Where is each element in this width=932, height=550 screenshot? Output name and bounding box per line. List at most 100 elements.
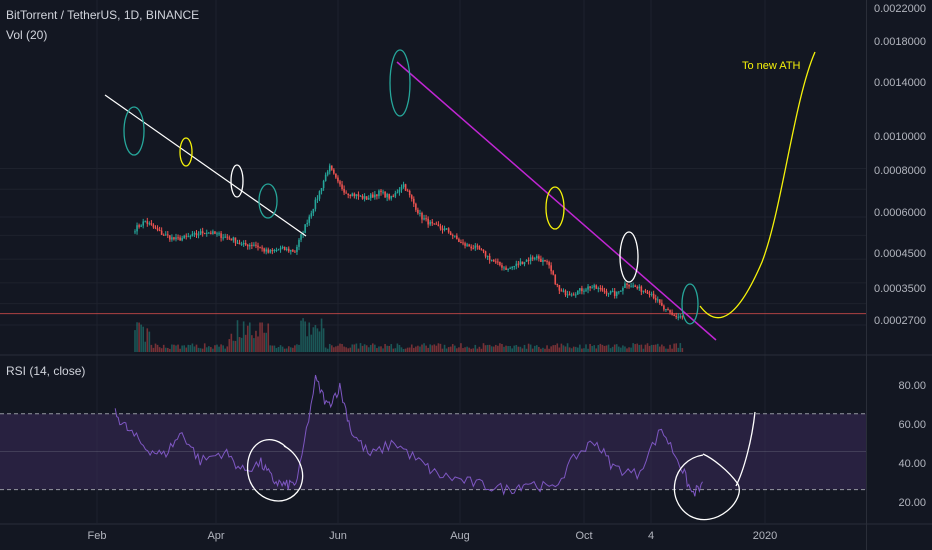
candle-body xyxy=(372,194,374,198)
volume-bar xyxy=(556,343,559,352)
candle-body xyxy=(195,233,198,236)
hand-drawn-circle xyxy=(230,164,244,198)
volume-bar xyxy=(238,337,241,352)
candle-body xyxy=(306,222,308,225)
candle-body xyxy=(353,193,356,197)
volume-bar xyxy=(656,343,659,352)
volume-bar xyxy=(626,348,628,352)
candle-body xyxy=(388,194,390,199)
ath-projection-curve xyxy=(699,51,816,319)
candle-body xyxy=(478,246,481,250)
volume-bar xyxy=(671,348,673,352)
hand-drawn-circle xyxy=(545,186,565,230)
candle-body xyxy=(298,239,300,247)
volume-bar xyxy=(230,333,233,352)
volume-bar xyxy=(607,344,610,352)
volume-bar xyxy=(609,348,612,352)
volume-bar xyxy=(427,347,429,352)
rsi-label: RSI (14, close) xyxy=(6,364,86,378)
candle-body xyxy=(599,288,602,290)
volume-bar xyxy=(554,345,557,352)
volume-bar xyxy=(173,344,175,352)
candle-body xyxy=(433,223,436,225)
candle-body xyxy=(408,190,411,196)
volume-bar xyxy=(380,346,382,352)
candle-body xyxy=(519,261,522,265)
candle-body xyxy=(650,293,653,295)
candle-body xyxy=(472,248,475,250)
volume-bar xyxy=(568,347,571,352)
candle-body xyxy=(142,221,144,226)
volume-bar xyxy=(511,348,513,352)
candle-body xyxy=(398,189,401,193)
volume-bar xyxy=(597,345,600,352)
candle-body xyxy=(363,196,366,199)
candle-body xyxy=(253,244,255,246)
candle-body xyxy=(536,256,538,259)
candle-body xyxy=(490,260,493,262)
candle-body xyxy=(501,265,503,268)
candle-body xyxy=(632,285,634,287)
volume-bar xyxy=(318,331,321,352)
volume-bar xyxy=(376,348,378,352)
volume-bar xyxy=(451,344,454,352)
candle-body xyxy=(482,249,485,252)
volume-bar xyxy=(351,344,354,352)
purple-trendline xyxy=(396,61,717,341)
candle-body xyxy=(421,212,423,220)
volume-bar xyxy=(353,344,356,352)
volume-bar xyxy=(587,348,589,352)
candle-body xyxy=(410,195,413,199)
candle-body xyxy=(577,290,579,295)
candle-body xyxy=(451,235,454,237)
candle-body xyxy=(185,235,188,237)
candle-body xyxy=(671,312,673,315)
candle-body xyxy=(673,314,675,316)
candle-body xyxy=(595,285,598,289)
volume-bar xyxy=(550,346,552,352)
volume-bar xyxy=(265,332,267,352)
volume-bar xyxy=(195,344,198,352)
volume-bar xyxy=(203,343,206,352)
candle-body xyxy=(505,267,507,270)
price-tick: 0.0008000 xyxy=(874,165,926,177)
candle-body xyxy=(144,221,147,223)
candle-body xyxy=(300,234,302,240)
candle-body xyxy=(312,208,315,214)
candle-body xyxy=(216,233,218,235)
volume-bar xyxy=(505,345,507,352)
candle-body xyxy=(591,287,593,289)
volume-bar xyxy=(521,348,524,352)
candle-body xyxy=(341,184,343,190)
candle-body xyxy=(425,218,427,220)
rsi-tick: 20.00 xyxy=(898,497,926,509)
volume-bar xyxy=(425,345,427,352)
candle-body xyxy=(314,199,317,209)
candle-body xyxy=(417,209,419,214)
candle-body xyxy=(228,237,231,239)
candle-body xyxy=(181,238,183,241)
candle-body xyxy=(349,195,352,197)
volume-bar xyxy=(630,347,632,352)
volume-bar xyxy=(208,346,210,352)
volume-bar xyxy=(513,345,516,352)
candle-body xyxy=(529,257,532,261)
candle-body xyxy=(449,232,452,236)
candle-body xyxy=(179,237,181,241)
volume-bar xyxy=(618,346,620,352)
candle-body xyxy=(427,218,429,225)
volume-bar xyxy=(441,348,444,352)
candle-body xyxy=(148,223,151,225)
candle-body xyxy=(294,251,296,253)
candle-body xyxy=(527,259,530,261)
candle-body xyxy=(320,188,323,192)
candle-body xyxy=(296,246,298,253)
candle-body xyxy=(609,291,612,294)
candle-body xyxy=(226,236,229,238)
candle-body xyxy=(222,237,224,239)
volume-bar xyxy=(148,331,151,352)
volume-bar xyxy=(179,348,181,352)
price-tick: 0.0006000 xyxy=(874,207,926,219)
